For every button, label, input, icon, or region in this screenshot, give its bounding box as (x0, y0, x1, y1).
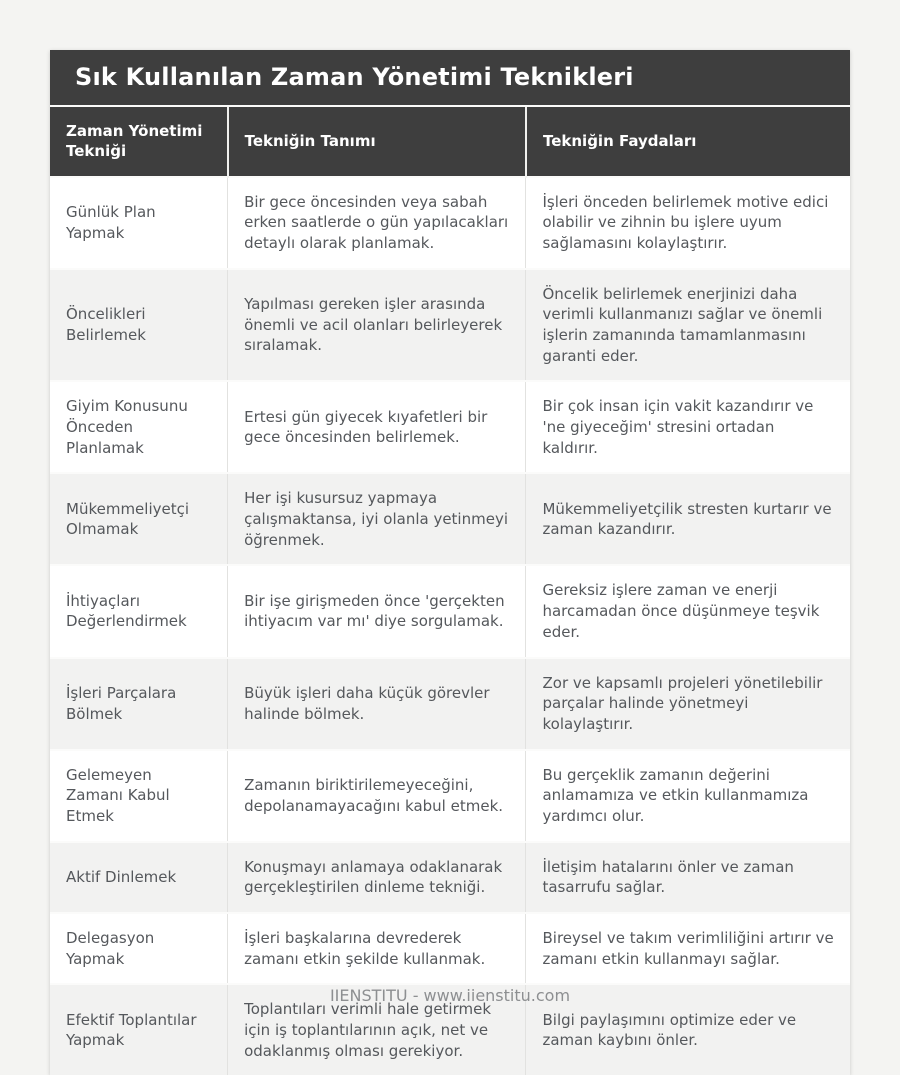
technique-cell: Gelemeyen Zamanı Kabul Etmek (50, 750, 228, 842)
definition-cell: Ertesi gün giyecek kıyafetleri bir gece … (228, 381, 526, 473)
page-title: Sık Kullanılan Zaman Yönetimi Teknikleri (50, 50, 850, 105)
time-management-card: Sık Kullanılan Zaman Yönetimi Teknikleri… (50, 50, 850, 1075)
benefit-cell: İşleri önceden belirlemek motive edici o… (526, 177, 850, 269)
technique-cell: Delegasyon Yapmak (50, 913, 228, 984)
column-header-benefits: Tekniğin Faydaları (526, 106, 850, 177)
definition-cell: Konuşmayı anlamaya odaklanarak gerçekleş… (228, 842, 526, 913)
technique-cell: Günlük Plan Yapmak (50, 177, 228, 269)
benefit-cell: Gereksiz işlere zaman ve enerji harcamad… (526, 565, 850, 657)
definition-cell: Her işi kusursuz yapmaya çalışmaktansa, … (228, 473, 526, 565)
column-header-definition: Tekniğin Tanımı (228, 106, 526, 177)
definition-cell: Büyük işleri daha küçük görevler halinde… (228, 658, 526, 750)
techniques-table: Zaman Yönetimi Tekniği Tekniğin Tanımı T… (50, 105, 850, 1075)
technique-cell: İhtiyaçları Değerlendirmek (50, 565, 228, 657)
benefit-cell: Zor ve kapsamlı projeleri yönetilebilir … (526, 658, 850, 750)
definition-cell: İşleri başkalarına devrederek zamanı etk… (228, 913, 526, 984)
technique-cell: Aktif Dinlemek (50, 842, 228, 913)
definition-cell: Zamanın biriktirilemeyeceğini, depolanam… (228, 750, 526, 842)
benefit-cell: Mükemmeliyetçilik stresten kurtarır ve z… (526, 473, 850, 565)
technique-cell: İşleri Parçalara Bölmek (50, 658, 228, 750)
benefit-cell: Bireysel ve takım verimliliğini artırır … (526, 913, 850, 984)
definition-cell: Bir gece öncesinden veya sabah erken saa… (228, 177, 526, 269)
footer-credit: IIENSTITU - www.iienstitu.com (0, 986, 900, 1005)
benefit-cell: Öncelik belirlemek enerjinizi daha verim… (526, 269, 850, 382)
technique-cell: Öncelikleri Belirlemek (50, 269, 228, 382)
benefit-cell: Bu gerçeklik zamanın değerini anlamamıza… (526, 750, 850, 842)
technique-cell: Giyim Konusunu Önceden Planlamak (50, 381, 228, 473)
benefit-cell: Bir çok insan için vakit kazandırır ve '… (526, 381, 850, 473)
column-header-technique: Zaman Yönetimi Tekniği (50, 106, 228, 177)
table-header-row: Zaman Yönetimi Tekniği Tekniğin Tanımı T… (50, 106, 850, 177)
definition-cell: Bir işe girişmeden önce 'gerçekten ihtiy… (228, 565, 526, 657)
definition-cell: Yapılması gereken işler arasında önemli … (228, 269, 526, 382)
benefit-cell: İletişim hatalarını önler ve zaman tasar… (526, 842, 850, 913)
technique-cell: Mükemmeliyetçi Olmamak (50, 473, 228, 565)
